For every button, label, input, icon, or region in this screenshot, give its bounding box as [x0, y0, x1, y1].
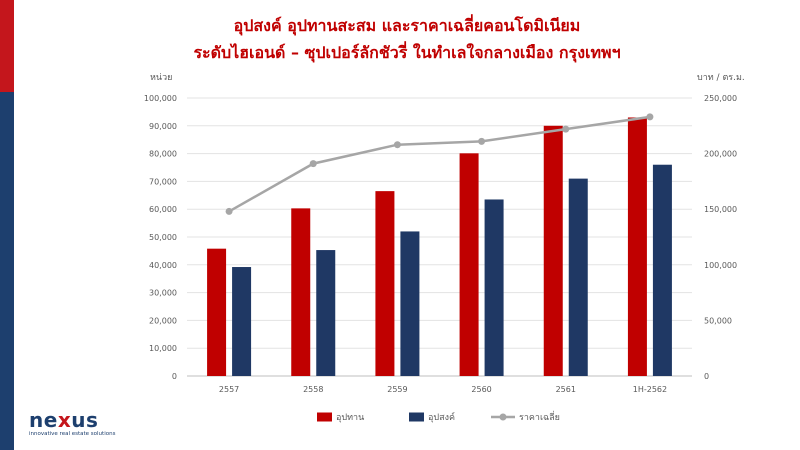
demand-bar — [400, 231, 420, 376]
price-point — [478, 137, 486, 145]
y-left-tick-label: 100,000 — [144, 94, 177, 103]
y-left-axis-label: หน่วย — [150, 73, 172, 83]
supply-bar — [459, 153, 479, 376]
y-left-tick-label: 50,000 — [149, 233, 177, 242]
chart-title-line1: อุปสงค์ อุปทานสะสม และราคาเฉลี่ยคอนโดมิเ… — [233, 16, 581, 35]
y-right-axis-label: บาท / ตร.ม. — [697, 73, 745, 83]
y-right-tick-label: 50,000 — [704, 316, 732, 325]
x-tick-label: 1H-2562 — [633, 385, 667, 394]
y-left-tick-label: 0 — [172, 372, 177, 381]
y-right-tick-label: 250,000 — [704, 94, 737, 103]
y-right-tick-label: 150,000 — [704, 205, 737, 214]
x-tick-label: 2559 — [387, 385, 407, 394]
logo-tagline: innovative real estate solutions — [29, 431, 116, 437]
supply-bar — [291, 208, 311, 376]
y-right-tick-label: 100,000 — [704, 261, 737, 270]
supply-bar — [375, 191, 395, 376]
y-left-tick-label: 40,000 — [149, 261, 177, 270]
supply-bar — [207, 248, 227, 376]
demand-bar — [652, 164, 672, 376]
x-tick-label: 2561 — [556, 385, 576, 394]
price-point — [562, 125, 570, 133]
price-point — [393, 141, 401, 149]
legend-label: อุปทาน — [336, 413, 364, 423]
price-point — [309, 160, 317, 168]
supply-bar — [627, 117, 647, 377]
price-point — [646, 113, 654, 121]
legend-label: อุปสงค์ — [428, 411, 455, 423]
demand-bar — [316, 250, 336, 376]
y-right-tick-label: 0 — [704, 372, 709, 381]
price-point — [225, 207, 233, 215]
nexus-logo: nexus innovative real estate solutions — [29, 408, 116, 437]
y-left-tick-label: 30,000 — [149, 289, 177, 298]
chart-title-line2: ระดับไฮเอนด์ – ซุปเปอร์ลักชัวรี่ ในทำเลใ… — [193, 43, 621, 62]
y-left-tick-label: 80,000 — [149, 150, 177, 159]
x-tick-label: 2557 — [219, 385, 239, 394]
demand-legend-swatch — [409, 412, 424, 422]
y-left-tick-label: 90,000 — [149, 122, 177, 131]
y-left-tick-label: 20,000 — [149, 316, 177, 325]
demand-bar — [484, 199, 504, 376]
demand-bar — [568, 178, 588, 376]
x-tick-label: 2560 — [471, 385, 491, 394]
sidebar-accent-red — [0, 0, 14, 92]
y-left-tick-label: 60,000 — [149, 205, 177, 214]
legend-label: ราคาเฉลี่ย — [519, 410, 560, 423]
price-line — [228, 115, 651, 213]
x-tick-label: 2558 — [303, 385, 323, 394]
demand-bar — [232, 267, 252, 376]
supply-legend-swatch — [317, 412, 332, 422]
supply-bar — [543, 125, 563, 376]
y-left-tick-label: 70,000 — [149, 177, 177, 186]
sidebar-accent-blue — [0, 92, 14, 450]
price-legend-marker — [499, 413, 507, 421]
y-right-tick-label: 200,000 — [704, 150, 737, 159]
y-left-tick-label: 10,000 — [149, 344, 177, 353]
